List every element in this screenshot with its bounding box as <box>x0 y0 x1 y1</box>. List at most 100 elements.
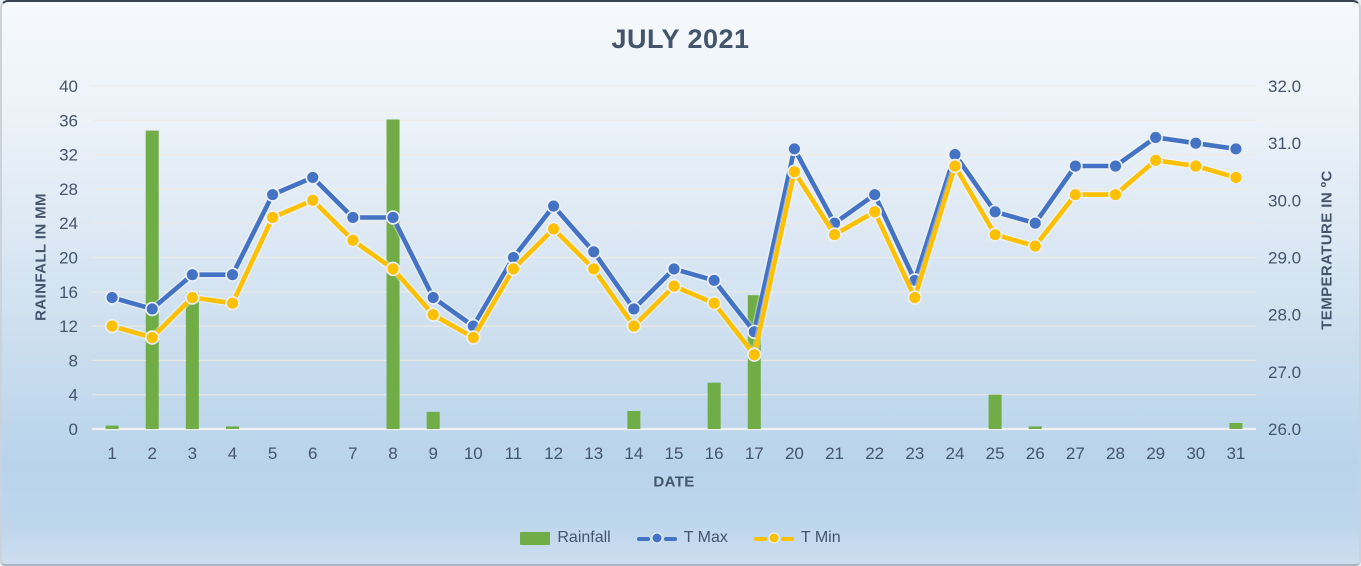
tmax-point <box>626 301 642 317</box>
x-axis-tick: 27 <box>1066 444 1085 463</box>
rainfall-bar <box>105 425 119 429</box>
x-axis-tick: 9 <box>428 444 437 463</box>
right-axis-tick: 26.0 <box>1268 420 1301 439</box>
tmax-point <box>1148 130 1163 145</box>
x-axis-tick: 21 <box>825 444 844 463</box>
tmax-point <box>425 290 441 305</box>
tmax-point <box>1188 135 1204 151</box>
tmin-point <box>626 318 642 334</box>
x-axis-tick: 3 <box>188 444 197 463</box>
rainfall-bar <box>988 394 1002 429</box>
x-axis-tick: 20 <box>785 444 804 463</box>
x-axis-tick: 25 <box>986 444 1005 463</box>
tmin-point <box>666 278 682 294</box>
tmin-point <box>1027 238 1043 254</box>
tmax-point <box>1108 158 1123 174</box>
tmax-point <box>144 301 160 317</box>
left-axis-tick: 0 <box>69 420 78 439</box>
left-axis-title: RAINFALL IN MM <box>32 193 50 321</box>
tmin-swatch <box>753 532 794 545</box>
tmax-point <box>706 273 722 288</box>
tmin-point <box>907 290 923 305</box>
x-axis-tick: 22 <box>865 444 884 463</box>
tmin-point <box>385 261 401 277</box>
rainfall-bar <box>185 292 199 429</box>
tmin-point <box>947 158 963 174</box>
left-axis-tick: 4 <box>69 386 78 405</box>
x-axis-tick: 26 <box>1026 444 1045 463</box>
x-axis-tick: 24 <box>946 444 965 463</box>
tmax-point <box>1027 215 1043 231</box>
tmax-point <box>987 204 1003 220</box>
rainfall-bar <box>707 382 721 429</box>
x-axis-tick: 12 <box>544 444 563 463</box>
legend-item-tmin: T Min <box>753 529 841 547</box>
x-axis-tick: 6 <box>308 444 317 463</box>
rainfall-bar <box>225 426 239 429</box>
legend-item-tmax: T Max <box>636 529 728 547</box>
x-axis-tick: 29 <box>1146 444 1165 463</box>
tmax-point <box>265 187 280 202</box>
x-axis-tick: 13 <box>584 444 603 463</box>
tmin-point <box>425 307 441 322</box>
right-axis-tick: 27.0 <box>1268 363 1301 382</box>
tmin-point <box>787 164 802 180</box>
legend-label-rainfall: Rainfall <box>557 529 611 546</box>
rainfall-bar <box>1028 426 1042 429</box>
tmax-point <box>787 141 802 157</box>
left-axis-tick: 12 <box>59 317 78 336</box>
tmin-point <box>706 295 722 311</box>
rainfall-bar <box>145 130 159 429</box>
x-axis-tick: 10 <box>464 444 483 463</box>
tmax-point <box>666 261 682 277</box>
x-axis-tick: 1 <box>107 444 116 463</box>
tmin-point <box>345 233 361 248</box>
tmax-swatch <box>636 532 677 545</box>
x-axis-tick: 28 <box>1106 444 1125 463</box>
right-axis-tick: 29.0 <box>1268 249 1301 268</box>
tmin-point <box>747 347 762 362</box>
tmin-point <box>1228 170 1244 185</box>
rainfall-bar <box>426 411 440 429</box>
tmax-point <box>1068 158 1083 174</box>
x-axis-title: DATE <box>653 473 695 491</box>
tmin-point <box>546 221 561 237</box>
left-axis-tick: 28 <box>59 180 78 199</box>
tmax-line <box>109 135 1239 335</box>
tmin-point <box>1188 158 1204 174</box>
tmax-point <box>385 210 401 225</box>
rainfall-swatch <box>520 531 551 545</box>
tmax-point <box>546 198 561 214</box>
tmax-point <box>305 170 321 185</box>
chart-title: JULY 2021 <box>611 24 750 54</box>
tmax-point <box>185 267 200 282</box>
x-axis-tick: 15 <box>665 444 684 463</box>
tmin-point <box>827 227 842 242</box>
rainfall-bar <box>627 410 641 429</box>
tmax-point <box>586 244 601 260</box>
tmin-point <box>1068 187 1083 202</box>
left-axis-tick: 20 <box>59 249 78 268</box>
tmin-point <box>1148 153 1163 168</box>
legend-label-tmax: T Max <box>683 529 728 546</box>
x-axis-tick: 7 <box>348 444 357 463</box>
left-axis-tick: 24 <box>59 214 78 233</box>
rainfall-bar <box>1229 422 1243 429</box>
legend: Rainfall T Max T Min <box>2 526 1359 550</box>
tmax-point <box>104 290 120 305</box>
x-axis-tick: 4 <box>228 444 237 463</box>
x-axis-tick: 5 <box>268 444 277 463</box>
x-axis-tick: 16 <box>705 444 724 463</box>
right-axis-tick: 31.0 <box>1268 134 1301 153</box>
tmin-point <box>185 290 200 305</box>
tmin-point <box>225 295 240 311</box>
tmin-point <box>466 330 481 345</box>
tmin-point <box>586 261 601 277</box>
x-axis-tick: 31 <box>1226 444 1245 463</box>
left-axis-tick: 16 <box>59 283 78 302</box>
right-axis-tick: 28.0 <box>1268 306 1301 325</box>
x-axis-tick: 30 <box>1186 444 1205 463</box>
right-axis-title: TEMPERATURE IN ºC <box>1318 170 1336 330</box>
